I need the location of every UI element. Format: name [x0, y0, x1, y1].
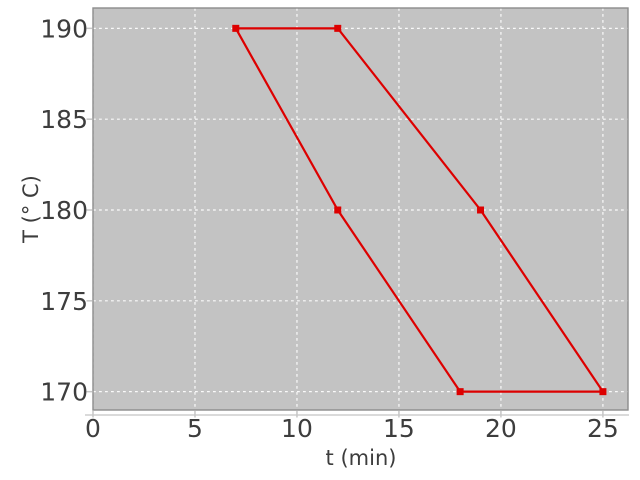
data-point-marker	[334, 206, 342, 214]
data-point-marker	[456, 388, 464, 396]
y-tick-label: 180	[40, 196, 88, 225]
plot-border	[92, 7, 629, 411]
x-tick-label: 15	[383, 414, 415, 443]
y-tick-label: 185	[40, 105, 88, 134]
y-tick-label: 175	[40, 287, 88, 316]
y-axis-title: T (° C)	[19, 175, 43, 244]
plot-layer: 0 5 10 15 20 25 170 175 180 185 190	[40, 7, 629, 443]
data-point-marker	[334, 24, 342, 32]
data-point-marker	[232, 24, 240, 32]
x-tick-label: 0	[85, 414, 101, 443]
x-tick-label: 25	[587, 414, 619, 443]
data-point-marker	[599, 388, 607, 396]
x-tick-label: 20	[485, 414, 517, 443]
x-tick-label: 10	[281, 414, 313, 443]
x-tick-label: 5	[187, 414, 203, 443]
x-axis-title: t (min)	[326, 446, 397, 470]
data-point-marker	[477, 206, 485, 214]
y-tick-label: 190	[40, 14, 88, 43]
plot-background	[93, 8, 628, 410]
y-tick-label: 170	[40, 378, 88, 407]
